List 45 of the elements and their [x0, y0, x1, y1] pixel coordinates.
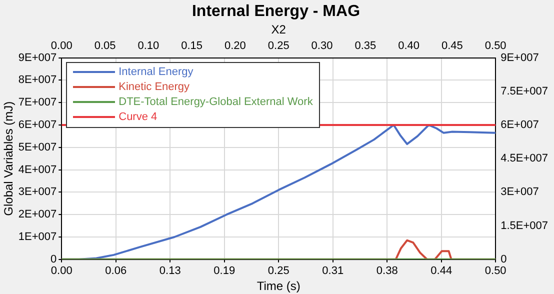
legend-label: DTE-Total Energy-Global External Work — [118, 94, 313, 110]
x-axis-title: Time (s) — [256, 279, 300, 294]
x2-tick-label: 0.05 — [94, 40, 116, 52]
y-tick-label: 3E+007 — [18, 186, 57, 198]
y-tick-label: 5E+007 — [18, 141, 57, 154]
x-tick-label: 0.06 — [105, 265, 127, 278]
x-tick-label: 0.44 — [430, 265, 452, 278]
y2-tick-label: 3E+007 — [500, 186, 539, 198]
x-tick-label: 0.19 — [214, 265, 236, 278]
y2-tick-label: 4.5E+007 — [500, 152, 548, 165]
chart-title: Internal Energy - MAG — [192, 3, 360, 20]
y2-tick-label: 9E+007 — [500, 52, 539, 64]
y2-tick-label: 6E+007 — [500, 119, 539, 132]
y-tick-label: 0 — [50, 253, 57, 266]
y-tick-label: 7E+007 — [18, 96, 57, 109]
y-tick-label: 6E+007 — [18, 119, 57, 132]
x2-tick-label: 0.45 — [441, 40, 463, 52]
x2-tick-label: 0.25 — [268, 40, 290, 52]
legend-label: Curve 4 — [118, 110, 158, 125]
x2-axis-title: X2 — [271, 22, 286, 37]
x2-tick-label: 0.40 — [398, 40, 420, 52]
y2-tick-label: 7.5E+007 — [500, 85, 548, 98]
y-tick-label: 8E+007 — [18, 74, 57, 86]
x-tick-label: 0.00 — [50, 265, 72, 278]
y-tick-label: 2E+007 — [18, 208, 57, 221]
x-tick-label: 0.13 — [159, 265, 181, 278]
y-tick-label: 1E+007 — [18, 231, 57, 244]
y-tick-label: 9E+007 — [18, 52, 57, 64]
x-tick-label: 0.31 — [322, 265, 344, 278]
x-tick-label: 0.50 — [484, 265, 506, 278]
x-tick-label: 0.25 — [268, 265, 290, 278]
y-axis-title: Global Variables (mJ) — [2, 101, 16, 216]
y2-tick-label: 0 — [500, 253, 507, 266]
legend-label: Internal Energy — [118, 64, 194, 80]
x2-tick-label: 0.50 — [484, 40, 506, 52]
x2-tick-label: 0.00 — [50, 40, 72, 52]
legend-label: Kinetic Energy — [118, 80, 190, 95]
y2-tick-label: 1.5E+007 — [500, 220, 548, 232]
x2-tick-label: 0.10 — [138, 40, 160, 52]
x2-tick-label: 0.30 — [311, 40, 333, 52]
x2-tick-label: 0.15 — [181, 40, 203, 52]
y-tick-label: 4E+007 — [18, 164, 57, 176]
x-tick-label: 0.38 — [376, 265, 398, 278]
x2-tick-label: 0.35 — [354, 40, 376, 52]
x2-tick-label: 0.20 — [224, 40, 246, 52]
